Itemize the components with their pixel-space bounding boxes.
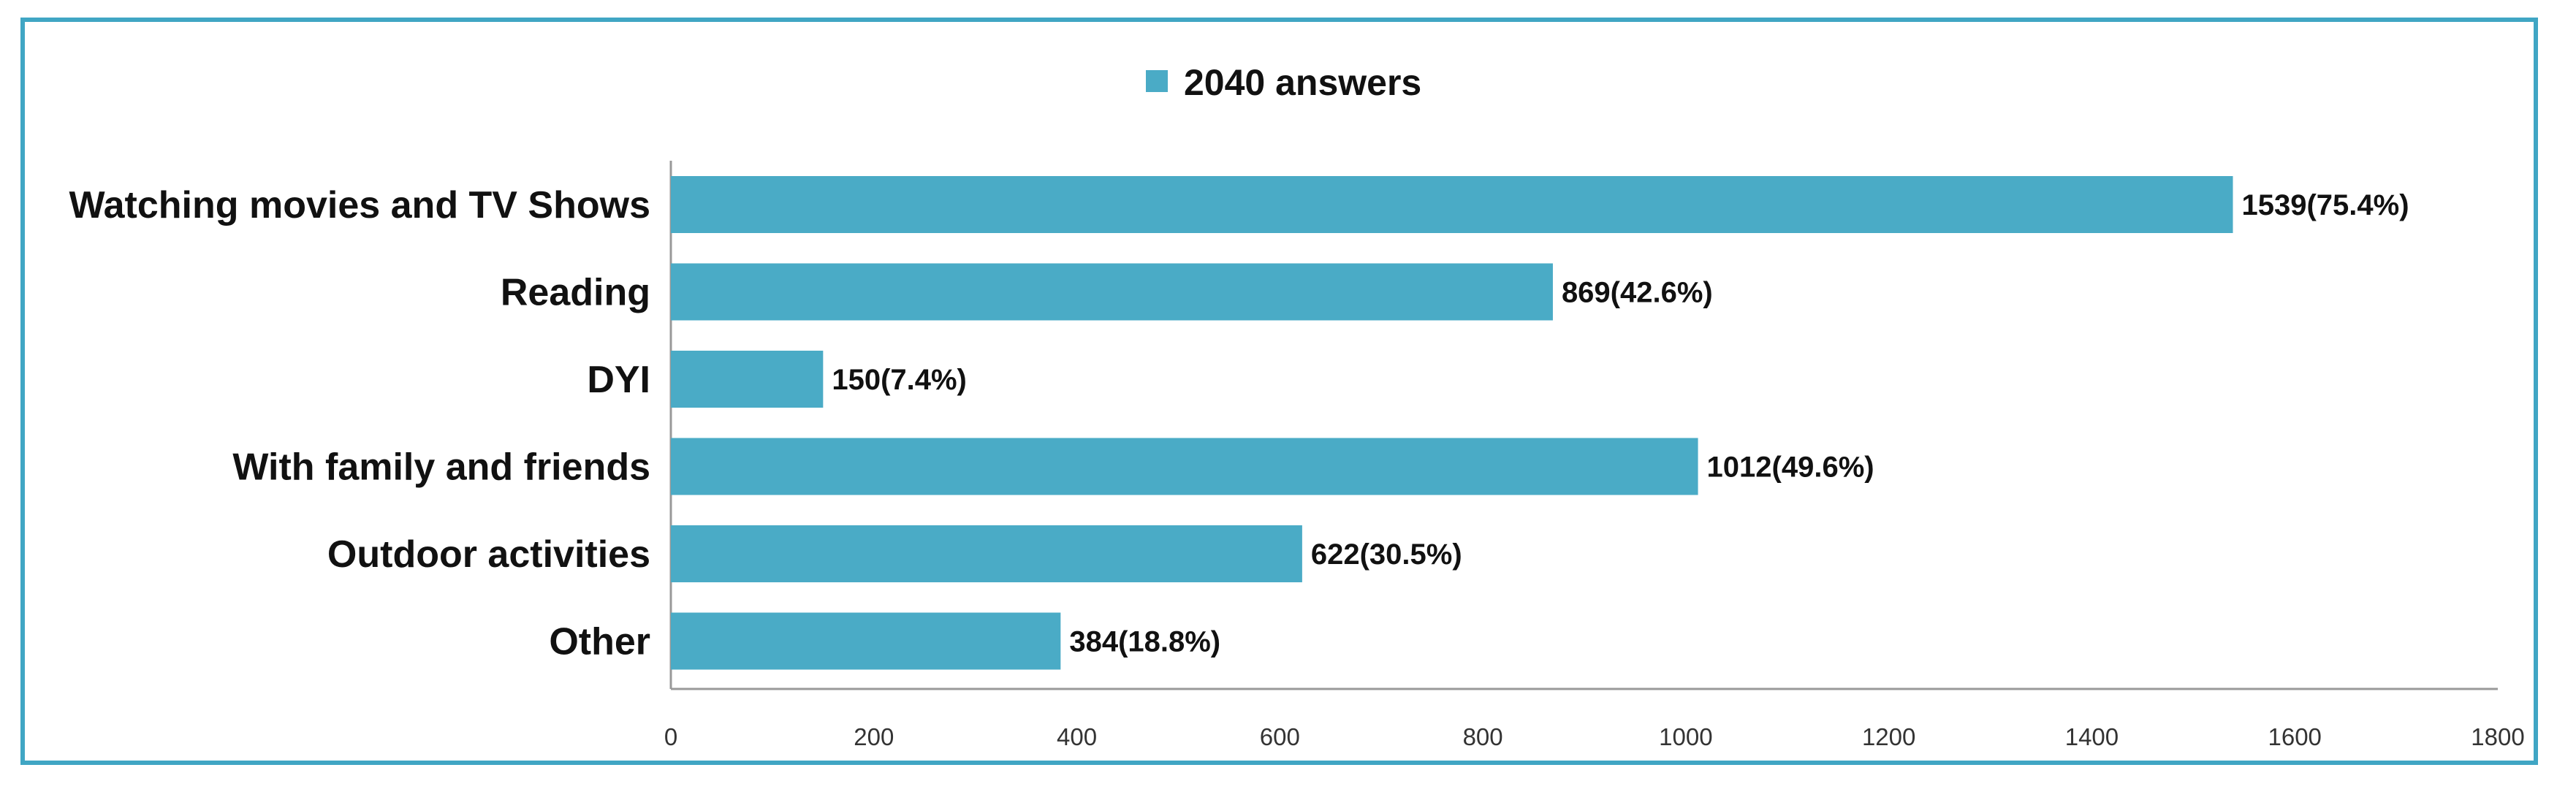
x-tick-label: 1200 (1862, 723, 1915, 750)
data-label: 150(7.4%) (832, 364, 967, 396)
plot-area: Watching movies and TV Shows 1539(75.4%) R… (69, 161, 2525, 750)
category-label: DYI (587, 359, 650, 401)
data-label: 384(18.8%) (1069, 626, 1220, 658)
chart-frame: 2040 answers Watching movies and TV Show… (20, 18, 2538, 765)
data-label: 622(30.5%) (1311, 538, 1462, 571)
x-tick-label: 1800 (2471, 723, 2524, 750)
bar (671, 612, 1061, 670)
x-tick-label: 200 (854, 723, 894, 750)
category-label: Watching movies and TV Shows (69, 184, 650, 226)
data-label: 869(42.6%) (1562, 277, 1713, 309)
category-label: Outdoor activities (327, 533, 650, 576)
data-label: 1539(75.4%) (2242, 189, 2409, 221)
x-tick-label: 800 (1463, 723, 1503, 750)
x-tick-label: 400 (1057, 723, 1097, 750)
legend-swatch (1146, 70, 1168, 92)
bar (671, 351, 824, 408)
category-label: Reading (501, 272, 650, 314)
legend-label: 2040 answers (1184, 62, 1421, 103)
data-label: 1012(49.6%) (1707, 452, 1874, 484)
bar (671, 176, 2233, 233)
x-tick-label: 1400 (2065, 723, 2119, 750)
x-tick-label: 600 (1260, 723, 1300, 750)
bar-chart: 2040 answers Watching movies and TV Show… (69, 62, 2525, 750)
x-tick-label: 0 (664, 723, 677, 750)
bar (671, 438, 1698, 495)
legend: 2040 answers (1146, 62, 1421, 103)
x-tick-label: 1000 (1659, 723, 1712, 750)
x-tick-label: 1600 (2268, 723, 2322, 750)
category-label: Other (549, 621, 650, 663)
bar (671, 525, 1302, 582)
category-label: With family and friends (232, 446, 650, 489)
bar (671, 263, 1553, 321)
